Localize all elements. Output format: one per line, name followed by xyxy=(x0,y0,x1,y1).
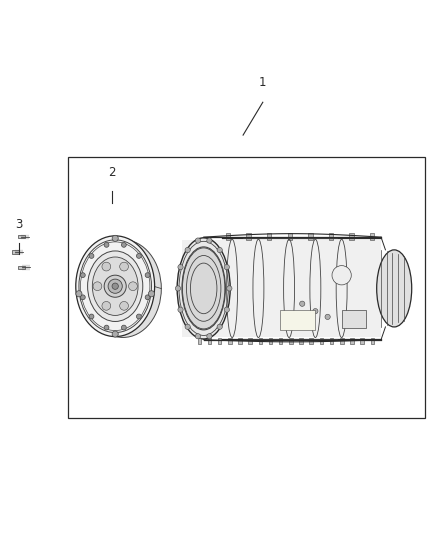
Circle shape xyxy=(145,295,150,300)
Circle shape xyxy=(104,243,109,247)
Circle shape xyxy=(104,275,126,297)
Bar xyxy=(371,338,374,344)
Circle shape xyxy=(108,279,122,293)
Bar xyxy=(310,338,313,344)
Bar xyxy=(246,233,251,240)
Bar xyxy=(350,233,354,240)
Bar xyxy=(267,233,271,240)
Bar xyxy=(329,233,333,240)
Bar xyxy=(248,338,252,344)
Circle shape xyxy=(129,282,137,290)
Bar xyxy=(68,157,425,418)
Bar xyxy=(18,235,25,238)
Bar xyxy=(280,310,315,330)
Bar xyxy=(342,310,366,328)
Ellipse shape xyxy=(76,236,155,336)
Circle shape xyxy=(224,307,230,312)
Circle shape xyxy=(89,314,94,319)
Circle shape xyxy=(112,331,118,337)
Circle shape xyxy=(300,301,305,306)
Ellipse shape xyxy=(177,238,230,339)
Bar xyxy=(228,338,232,344)
Bar xyxy=(238,338,242,344)
Circle shape xyxy=(217,247,223,253)
Circle shape xyxy=(81,295,85,300)
Bar xyxy=(308,233,313,240)
Bar xyxy=(226,233,230,240)
Circle shape xyxy=(137,314,141,319)
Bar xyxy=(12,251,19,254)
Bar xyxy=(320,338,323,344)
Circle shape xyxy=(175,286,180,291)
Circle shape xyxy=(313,309,318,314)
Circle shape xyxy=(145,273,150,278)
Bar xyxy=(182,240,381,336)
Bar xyxy=(258,338,262,344)
Bar xyxy=(269,338,272,344)
Circle shape xyxy=(148,290,155,297)
Bar xyxy=(299,338,303,344)
Circle shape xyxy=(217,324,223,329)
Circle shape xyxy=(178,264,183,270)
Circle shape xyxy=(120,302,128,310)
Bar xyxy=(287,233,292,240)
Circle shape xyxy=(207,238,212,243)
Circle shape xyxy=(93,282,102,290)
Bar xyxy=(360,338,364,344)
Circle shape xyxy=(89,254,94,259)
Circle shape xyxy=(112,283,118,289)
Circle shape xyxy=(81,273,85,278)
Text: 2: 2 xyxy=(108,166,116,179)
Bar xyxy=(279,338,283,344)
Circle shape xyxy=(227,286,232,291)
Circle shape xyxy=(224,264,230,270)
Circle shape xyxy=(207,334,212,339)
Ellipse shape xyxy=(88,251,143,321)
Bar xyxy=(289,338,293,344)
Bar xyxy=(330,338,333,344)
Circle shape xyxy=(185,324,190,329)
Bar xyxy=(18,265,25,269)
Bar xyxy=(350,338,354,344)
Circle shape xyxy=(102,262,111,271)
Circle shape xyxy=(185,247,190,253)
Ellipse shape xyxy=(92,257,138,316)
Circle shape xyxy=(121,243,126,247)
Bar xyxy=(208,338,211,344)
Circle shape xyxy=(112,235,118,241)
Bar xyxy=(198,338,201,344)
Ellipse shape xyxy=(85,240,161,337)
Circle shape xyxy=(332,265,351,285)
Bar xyxy=(340,338,343,344)
Bar xyxy=(218,338,221,344)
Bar xyxy=(370,233,374,240)
Circle shape xyxy=(120,262,128,271)
Ellipse shape xyxy=(182,247,226,330)
Circle shape xyxy=(325,314,330,319)
Ellipse shape xyxy=(377,250,412,327)
Text: 3: 3 xyxy=(15,219,22,231)
Circle shape xyxy=(195,334,201,339)
Circle shape xyxy=(104,325,109,330)
Circle shape xyxy=(121,325,126,330)
Circle shape xyxy=(178,307,183,312)
Circle shape xyxy=(195,238,201,243)
Circle shape xyxy=(76,290,82,297)
Text: 1: 1 xyxy=(259,76,267,89)
Circle shape xyxy=(102,302,111,310)
Circle shape xyxy=(137,254,141,259)
